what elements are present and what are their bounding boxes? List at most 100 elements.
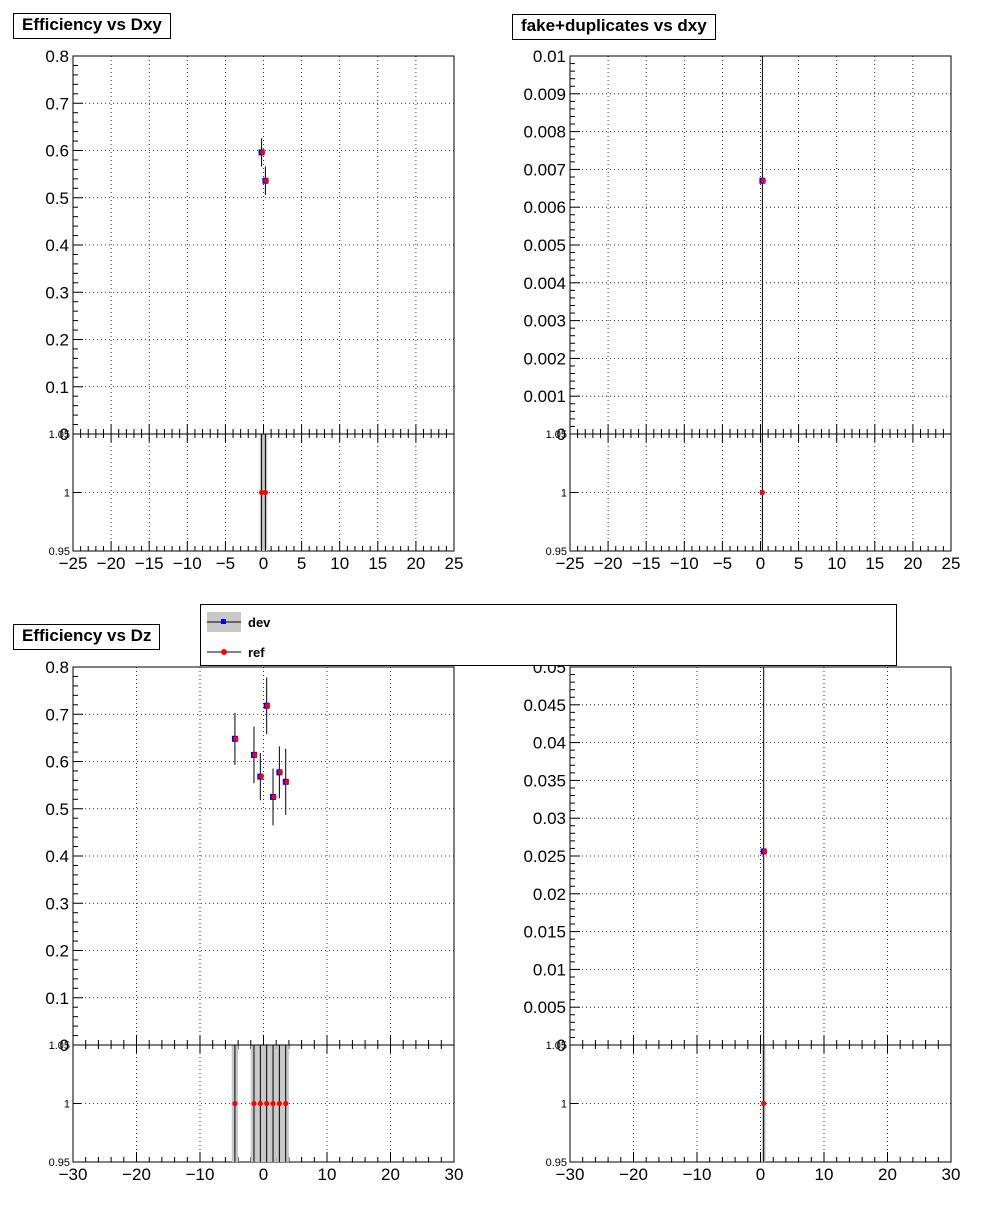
- y-tick-label: 0.1: [45, 378, 69, 397]
- legend-ref-label: ref: [248, 645, 265, 660]
- plot-3: −30 −20 −10 0 10 20 30 0 0.1 0.2 0.3 0.4 0.5 0.6 0.7 0.…: [45, 658, 463, 1184]
- ratio-point: [258, 489, 265, 496]
- y-tick-label: 0.4: [45, 847, 69, 866]
- legend-entry-dev: dev: [201, 607, 501, 637]
- ratio-point: [251, 1100, 257, 1107]
- y-tick-label: 0.025: [523, 847, 566, 866]
- main-frame: [569, 55, 952, 435]
- ratio-y-tick-label: 0.95: [49, 1157, 70, 1169]
- y-tick-label: 0.7: [45, 705, 69, 724]
- x-tick-label: −15: [632, 554, 661, 573]
- y-tick-label: 0.3: [45, 283, 69, 302]
- x-tick-label: 20: [878, 1165, 897, 1184]
- y-tick-label: 0.002: [523, 349, 566, 368]
- x-tick-label: 10: [330, 554, 349, 573]
- title-p3: Efficiency vs Dz: [13, 624, 161, 650]
- ref-point: [284, 779, 290, 785]
- ratio-y-tick-label: 1: [561, 1099, 567, 1111]
- x-tick-label: −5: [713, 554, 732, 573]
- y-tick-label: 0.003: [523, 312, 566, 331]
- x-tick-label: −30: [59, 1165, 88, 1184]
- y-tick-label: 0.6: [45, 142, 69, 161]
- x-tick-label: −25: [556, 554, 585, 573]
- x-tick-label: 5: [297, 554, 306, 573]
- y-tick-label: 0.4: [45, 236, 69, 255]
- plot-2: −25 −20 −15 −10 −5 0 5 10 15 20 25 0 0.001 0.002 0.003…: [523, 47, 960, 573]
- ref-point: [233, 736, 239, 742]
- y-tick-label: 0.03: [533, 809, 566, 828]
- ratio-y-tick-label: 0.95: [49, 546, 70, 558]
- y-tick-label: 0.7: [45, 94, 69, 113]
- ratio-y-tick-label: 1: [561, 488, 567, 500]
- ratio-point: [264, 1100, 270, 1107]
- ratio-frame: [569, 1044, 952, 1163]
- y-tick-label: 0.01: [533, 960, 566, 979]
- x-tick-label: −20: [97, 554, 126, 573]
- y-tick-label: 0.006: [523, 198, 566, 217]
- ratio-y-tick-label: 1: [64, 488, 70, 500]
- y-tick-label: 0.5: [45, 189, 69, 208]
- y-tick-label: 0.007: [523, 160, 566, 179]
- title-p1: Efficiency vs Dxy: [13, 13, 171, 39]
- ref-point: [258, 774, 264, 780]
- ratio-y-tick-label: 1.05: [546, 1040, 567, 1052]
- ratio-point: [270, 1100, 276, 1107]
- ratio-point: [276, 1100, 282, 1107]
- y-tick-label: 0.6: [45, 753, 69, 772]
- ref-point: [260, 149, 266, 155]
- ref-point: [271, 794, 277, 800]
- y-tick-label: 0.01: [533, 47, 566, 66]
- x-tick-label: −20: [122, 1165, 151, 1184]
- ref-point: [263, 178, 269, 184]
- x-tick-label: 10: [827, 554, 846, 573]
- x-tick-label: 0: [259, 554, 268, 573]
- x-tick-label: 0: [756, 1165, 765, 1184]
- ratio-y-tick-label: 1.05: [49, 429, 70, 441]
- legend-entry-ref: ref: [201, 637, 501, 667]
- x-tick-label: 20: [903, 554, 922, 573]
- x-tick-label: −10: [173, 554, 202, 573]
- ratio-y-tick-label: 1.05: [546, 429, 567, 441]
- x-tick-label: −10: [683, 1165, 712, 1184]
- x-tick-label: 20: [406, 554, 425, 573]
- ratio-y-tick-label: 0.95: [546, 546, 567, 558]
- y-tick-label: 0: [557, 425, 566, 444]
- y-tick-label: 0.5: [45, 800, 69, 819]
- y-tick-label: 0.001: [523, 387, 566, 406]
- y-tick-label: 0: [557, 1036, 566, 1055]
- y-tick-label: 0.3: [45, 894, 69, 913]
- y-tick-label: 0.005: [523, 236, 566, 255]
- x-tick-label: −20: [594, 554, 623, 573]
- y-tick-label: 0.015: [523, 923, 566, 942]
- ratio-y-tick-label: 1.05: [49, 1040, 70, 1052]
- ratio-y-tick-label: 1: [64, 1099, 70, 1111]
- x-tick-label: −20: [619, 1165, 648, 1184]
- legend-ref-marker: [207, 649, 241, 655]
- y-tick-label: 0.02: [533, 885, 566, 904]
- y-tick-label: 0.005: [523, 998, 566, 1017]
- x-tick-label: 30: [445, 1165, 464, 1184]
- x-tick-label: −30: [556, 1165, 585, 1184]
- ratio-point: [262, 489, 269, 496]
- y-tick-label: 0.8: [45, 658, 69, 677]
- legend: dev ref: [200, 604, 897, 666]
- plot-4: −30 −20 −10 0 10 20 30 0 0.005 0.01 0.015 0.02 0.025…: [523, 658, 960, 1184]
- y-tick-label: 0.004: [523, 274, 566, 293]
- x-tick-label: 5: [794, 554, 803, 573]
- x-tick-label: −10: [670, 554, 699, 573]
- ref-point: [252, 752, 258, 758]
- ratio-point: [761, 1100, 767, 1107]
- y-tick-label: 0.008: [523, 123, 566, 142]
- x-tick-label: 15: [865, 554, 884, 573]
- x-tick-label: 30: [942, 1165, 961, 1184]
- x-tick-label: 0: [756, 554, 765, 573]
- x-tick-label: 20: [381, 1165, 400, 1184]
- y-tick-label: 0.045: [523, 696, 566, 715]
- title-p2: fake+duplicates vs dxy: [512, 14, 716, 40]
- y-tick-label: 0: [60, 425, 69, 444]
- y-tick-label: 0: [60, 1036, 69, 1055]
- x-tick-label: −10: [186, 1165, 215, 1184]
- y-tick-label: 0.009: [523, 85, 566, 104]
- x-tick-label: −25: [59, 554, 88, 573]
